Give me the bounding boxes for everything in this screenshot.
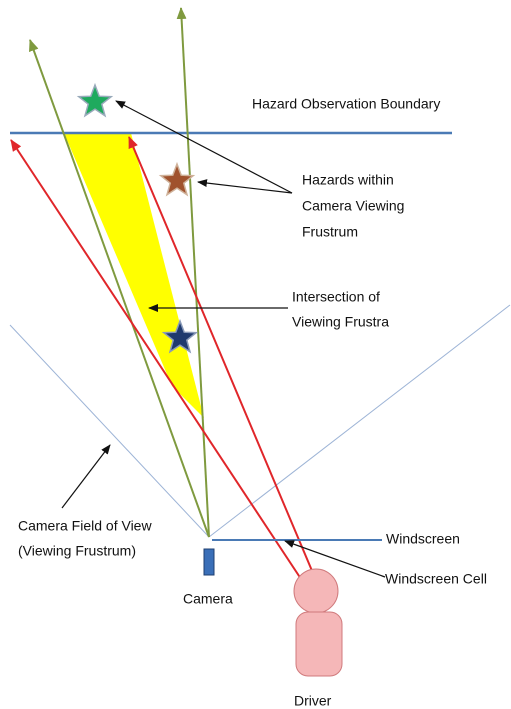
driver-ray-right <box>128 136 319 586</box>
hazard-boundary-label: Hazard Observation Boundary <box>252 96 440 112</box>
hazards-label: Frustrum <box>302 224 358 240</box>
hazard-star <box>161 318 199 354</box>
driver-label: Driver <box>294 693 332 709</box>
driver-body <box>295 611 343 677</box>
hazards-label: Hazards within <box>302 172 394 188</box>
camera-ray-left <box>29 39 210 538</box>
driver-head <box>293 568 339 614</box>
fov-right <box>208 304 511 538</box>
hazard-star <box>76 82 114 118</box>
hazards-label: Camera Viewing <box>302 198 404 214</box>
fov-label: (Viewing Frustrum) <box>18 543 136 559</box>
arrow <box>197 179 293 194</box>
fov-label: Camera Field of View <box>18 518 152 534</box>
intersection-label: Viewing Frustra <box>292 314 389 330</box>
intersection-label: Intersection of <box>292 289 380 305</box>
camera-label: Camera <box>183 591 233 607</box>
windscreen-label: Windscreen <box>386 531 460 547</box>
camera-icon <box>203 548 215 576</box>
camera-ray-right <box>176 7 210 538</box>
intersection-area <box>64 133 204 418</box>
windscreen-cell-label: Windscreen Cell <box>385 571 487 587</box>
arrow <box>115 100 293 194</box>
fov-left <box>9 324 210 538</box>
hazard-star <box>158 161 196 197</box>
driver-ray-left <box>10 139 306 586</box>
arrow <box>284 540 386 578</box>
arrow <box>61 444 111 509</box>
